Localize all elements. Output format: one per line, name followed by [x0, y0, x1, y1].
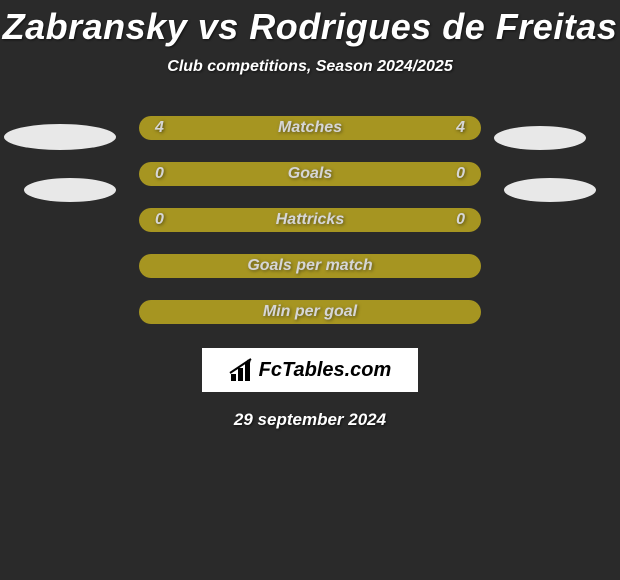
stat-row: Hattricks 0 0 — [0, 208, 620, 232]
stat-label: Matches — [278, 119, 342, 137]
stat-value-left: 4 — [155, 119, 164, 137]
stat-value-left: 0 — [155, 211, 164, 229]
player-ellipse — [504, 178, 596, 202]
stat-label: Goals — [288, 165, 332, 183]
stat-value-right: 0 — [456, 211, 465, 229]
stat-label: Hattricks — [276, 211, 344, 229]
bars-icon — [229, 358, 255, 382]
content-root: Zabransky vs Rodrigues de Freitas Club c… — [0, 0, 620, 580]
player-ellipse — [494, 126, 586, 150]
page-subtitle: Club competitions, Season 2024/2025 — [167, 58, 452, 76]
logo-text: FcTables.com — [259, 359, 392, 382]
stat-bar: Min per goal — [139, 300, 481, 324]
player-ellipse — [24, 178, 116, 202]
player-ellipse — [4, 124, 116, 150]
stat-row: Goals per match — [0, 254, 620, 278]
stat-value-right: 0 — [456, 165, 465, 183]
logo: FcTables.com — [229, 358, 392, 382]
stat-row: Min per goal — [0, 300, 620, 324]
date-label: 29 september 2024 — [234, 410, 386, 430]
stat-value-left: 0 — [155, 165, 164, 183]
stat-bar: Goals 0 0 — [139, 162, 481, 186]
stat-bar: Matches 4 4 — [139, 116, 481, 140]
stat-bar: Hattricks 0 0 — [139, 208, 481, 232]
stat-label: Min per goal — [263, 303, 357, 321]
page-title: Zabransky vs Rodrigues de Freitas — [3, 6, 618, 48]
stat-bar: Goals per match — [139, 254, 481, 278]
logo-box: FcTables.com — [202, 348, 418, 392]
stat-value-right: 4 — [456, 119, 465, 137]
stat-label: Goals per match — [247, 257, 372, 275]
